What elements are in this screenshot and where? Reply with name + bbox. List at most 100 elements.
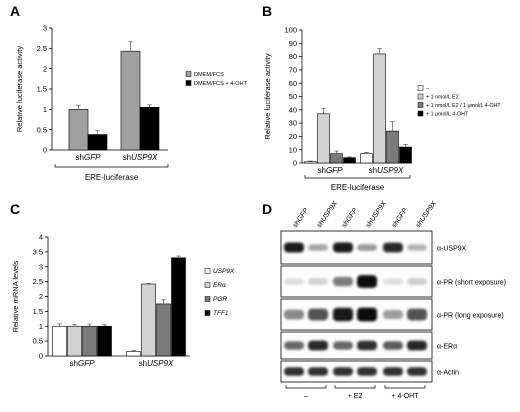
legend-swatch — [204, 296, 211, 302]
group-bracket — [54, 164, 169, 168]
y-tick-label: 1 — [43, 105, 47, 114]
legend-swatch — [417, 93, 424, 100]
blot-band — [284, 341, 304, 350]
y-tick-label: 1 — [39, 322, 43, 331]
x-group-label-prefix: sh — [76, 153, 84, 162]
bar — [141, 283, 156, 357]
x-group-label-gene: USP9X — [147, 359, 174, 368]
y-tick-label: 1.5 — [33, 307, 43, 316]
lane-label-gene: USP9X — [419, 200, 438, 223]
blot-band — [284, 242, 304, 253]
legend-label: + 1 μmol/L 4-OHT — [426, 112, 469, 118]
bar — [399, 146, 412, 164]
blot-band — [407, 278, 427, 285]
x-group-label: shGFP — [76, 153, 102, 162]
blot-band — [333, 242, 353, 253]
blot-label: α-PR (short exposure) — [437, 280, 506, 287]
blot-band — [383, 341, 403, 350]
blot-frame — [280, 230, 433, 265]
bar — [373, 53, 386, 164]
blot-frame — [280, 331, 433, 360]
y-tick-label: 60 — [289, 79, 297, 88]
bar — [126, 351, 141, 357]
lane-label-gene: GFP — [296, 207, 310, 223]
bar — [52, 325, 67, 357]
blot-band — [333, 367, 353, 376]
legend-swatch — [204, 282, 211, 288]
x-group-label-gene: GFP — [78, 359, 95, 368]
lane-label-prefix: sh — [415, 219, 425, 229]
blot-label: α-USP9X — [437, 246, 467, 253]
blot-band — [357, 244, 377, 251]
blot-band — [357, 340, 377, 351]
lane-label-gene: USP9X — [320, 200, 339, 223]
bar — [82, 325, 97, 357]
y-tick-label: 1.5 — [37, 85, 47, 94]
blot-label: α-Actin — [437, 370, 459, 377]
legend-label: TFF1 — [213, 310, 229, 317]
blot-band — [308, 278, 328, 285]
group-caption: ERE-luciferase — [331, 183, 385, 192]
group-caption: ERE-luciferase — [85, 173, 139, 182]
y-tick-label: 40 — [289, 105, 297, 114]
blot-band — [407, 308, 427, 321]
western-blot-d: shGFPshUSP9XshGFPshUSP9XshGFPshUSP9Xα-US… — [280, 200, 506, 400]
y-tick-label: 2.5 — [33, 277, 43, 286]
blot-band — [284, 367, 304, 376]
blot-band — [407, 367, 427, 376]
y-tick-label: 0.5 — [33, 337, 43, 346]
x-group-label: shUSP9X — [369, 166, 404, 175]
legend-swatch — [185, 71, 192, 77]
blot-band — [333, 307, 353, 322]
treatment-label: + 4-OHT — [391, 393, 419, 400]
blot-band — [333, 341, 353, 350]
bar — [171, 257, 186, 357]
lane-label-prefix: sh — [391, 219, 401, 229]
x-group-label-prefix: sh — [123, 153, 131, 162]
panel-label-c: C — [10, 201, 20, 217]
blot-band — [284, 309, 304, 320]
blot-band — [383, 278, 403, 285]
legend-label: + 1 nmol/L E2 — [426, 95, 459, 101]
legend-swatch — [417, 110, 424, 117]
y-tick-label: 0 — [293, 159, 297, 168]
x-group-label-prefix: sh — [369, 166, 377, 175]
lane-label-gene: USP9X — [369, 200, 388, 223]
lane-label: shGFP — [292, 207, 310, 229]
y-tick-label: 2 — [39, 292, 43, 301]
blot-label: α-ERα — [437, 344, 457, 351]
x-group-label-prefix: sh — [139, 359, 147, 368]
x-group-label-gene: USP9X — [377, 166, 404, 175]
bar — [97, 325, 112, 357]
legend-label: DMEM/FCS — [194, 72, 224, 78]
bar — [120, 50, 141, 151]
lane-label-prefix: sh — [365, 219, 375, 229]
y-tick-label: 70 — [289, 66, 297, 75]
bar — [304, 161, 317, 164]
blot-band — [383, 242, 403, 253]
blot-band — [333, 276, 353, 287]
bar — [317, 113, 330, 164]
lane-label: shUSP9X — [365, 200, 388, 229]
blot-band — [383, 367, 403, 376]
lane-label: shUSP9X — [316, 200, 339, 229]
y-tick-label: 90 — [289, 39, 297, 48]
lane-label-prefix: sh — [341, 219, 351, 229]
legend-swatch — [204, 310, 211, 316]
blot-frame — [280, 265, 433, 298]
treatment-bracket — [334, 385, 376, 389]
y-tick-label: 3 — [43, 24, 47, 33]
y-tick-label: 0 — [43, 146, 47, 155]
blot-label: α-PR (long exposure) — [437, 313, 504, 320]
lane-label-gene: GFP — [345, 207, 359, 223]
bar — [67, 325, 82, 357]
x-group-label: shUSP9X — [139, 359, 174, 368]
chart-b: 0 10 20 30 40 50 60 70 80 90 100 Relative luciferas… — [263, 26, 501, 192]
lane-label: shUSP9X — [415, 200, 438, 229]
bar — [68, 109, 89, 151]
y-tick-label: 2 — [43, 64, 47, 73]
x-group-label-prefix: sh — [318, 166, 326, 175]
treatment-bracket — [285, 385, 327, 389]
